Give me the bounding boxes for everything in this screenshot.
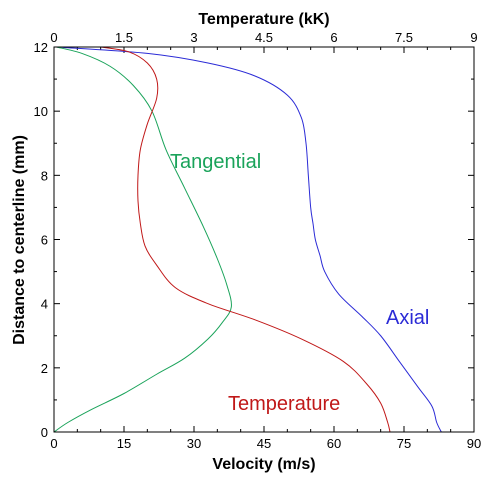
x-axis-title: Velocity (m/s) [212,456,315,473]
series-line-tangential [53,46,232,433]
x-tick-label: 45 [257,436,271,451]
x-tick-label: 0 [50,436,57,451]
curves-layer [53,46,442,433]
series-line-temperature [100,46,391,433]
y-tick-label: 6 [41,233,48,248]
y-tick-label: 10 [34,104,48,119]
x-tick-label: 90 [467,436,481,451]
x2-tick-label: 3 [190,30,197,45]
series-label-axial: Axial [386,307,429,329]
y-tick-label: 8 [41,168,48,183]
x-tick-label: 30 [187,436,201,451]
x2-tick-label: 1.5 [115,30,133,45]
x2-tick-label: 7.5 [395,30,413,45]
x2-tick-label: 9 [470,30,477,45]
plot-frame [53,46,475,433]
series-label-tangential: Tangential [170,151,261,173]
y-tick-label: 4 [41,297,48,312]
series-label-temperature: Temperature [228,393,340,415]
x2-tick-label: 4.5 [255,30,273,45]
x2-axis-title: Temperature (kK) [198,11,329,28]
series-line-axial [56,46,442,433]
x-tick-label: 15 [117,436,131,451]
x2-tick-label: 6 [330,30,337,45]
y-tick-label: 12 [34,40,48,55]
y-axis-title: Distance to centerline (mm) [11,135,28,345]
y-tick-label: 2 [41,361,48,376]
x-tick-label: 75 [397,436,411,451]
x2-tick-label: 0 [50,30,57,45]
x-tick-label: 60 [327,436,341,451]
y-tick-label: 0 [41,425,48,440]
